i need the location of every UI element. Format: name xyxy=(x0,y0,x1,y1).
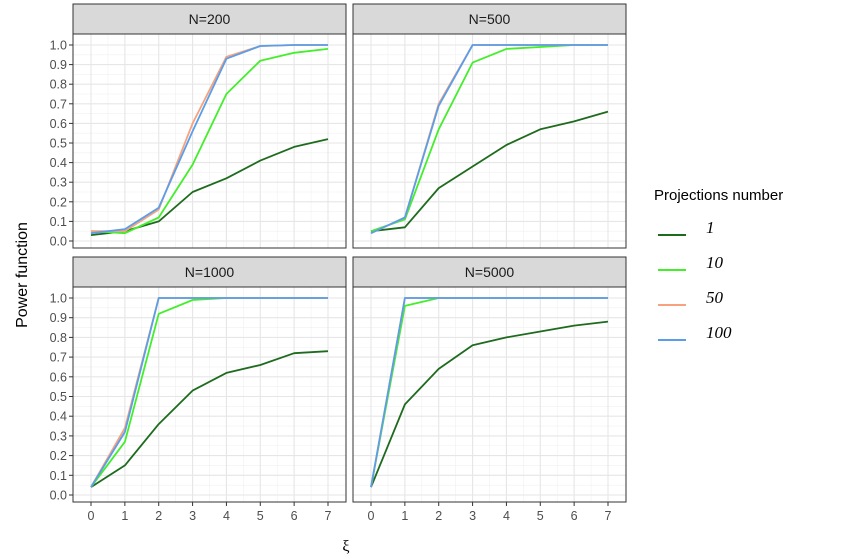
panel: N=5000 0 1 2 3 4 5 6 7 xyxy=(352,256,627,523)
facet-strip xyxy=(352,3,627,35)
legend: Projections number 1 10 50 100 xyxy=(654,187,783,342)
y-tick-label: 0.6 xyxy=(50,117,67,131)
x-axis-title: ξ xyxy=(342,538,349,555)
y-tick-label: 0.5 xyxy=(50,390,67,404)
facet-strip xyxy=(352,256,627,288)
panel-border xyxy=(72,286,347,503)
y-tick-label: 1.0 xyxy=(50,39,67,53)
y-tick-label: 0.9 xyxy=(50,58,67,72)
facet-strip-label: N=200 xyxy=(189,11,231,27)
y-tick-label: 0.2 xyxy=(50,195,67,209)
series-line-100 xyxy=(370,297,608,488)
legend-label: 10 xyxy=(706,253,724,272)
x-tick-label: 1 xyxy=(121,509,128,523)
y-tick-label: 0.6 xyxy=(50,370,67,384)
panel: N=1000 0.0 0.1 0.2 0.3 0.4 0.5 0.6 0.7 0.8 0.9 1.0 0… xyxy=(50,256,347,523)
y-tick-label: 1.0 xyxy=(50,292,67,306)
x-tick-label: 1 xyxy=(401,509,408,523)
y-tick-label: 0.8 xyxy=(50,78,67,92)
facet-strip-label: N=5000 xyxy=(465,264,515,280)
x-tick-label: 4 xyxy=(223,509,230,523)
series-line-1 xyxy=(370,110,609,233)
panel-border xyxy=(352,286,627,503)
y-tick-label: 0.7 xyxy=(50,97,67,111)
y-tick-label: 0.1 xyxy=(50,215,67,229)
panel-border xyxy=(72,33,347,249)
y-tick-label: 0.7 xyxy=(50,351,67,365)
legend-label: 1 xyxy=(706,218,715,237)
y-tick-label: 0.0 xyxy=(50,489,67,503)
y-tick-label: 0.8 xyxy=(50,331,67,345)
x-tick-label: 2 xyxy=(155,509,162,523)
x-tick-label: 5 xyxy=(257,509,264,523)
series-line-100 xyxy=(370,44,608,235)
x-tick-label: 3 xyxy=(469,509,476,523)
y-tick-label: 0.0 xyxy=(50,235,67,249)
x-tick-label: 7 xyxy=(325,509,332,523)
x-tick-label: 7 xyxy=(605,509,612,523)
x-tick-label: 4 xyxy=(503,509,510,523)
series-line-1 xyxy=(90,350,329,488)
x-tick-label: 6 xyxy=(291,509,298,523)
y-tick-label: 0.4 xyxy=(50,410,67,424)
series-line-100 xyxy=(90,297,328,488)
y-tick-label: 0.4 xyxy=(50,156,67,170)
panel-border xyxy=(352,33,627,249)
series-line-10 xyxy=(90,48,329,235)
facet-strip-label: N=500 xyxy=(469,11,511,27)
facet-panels: N=2000.00.10.20.30.40.50.60.70.80.91.0N=… xyxy=(50,3,627,523)
facet-strip xyxy=(72,3,347,35)
legend-entries: 1 10 50 100 xyxy=(658,218,732,342)
legend-title: Projections number xyxy=(654,187,783,204)
y-tick-label: 0.9 xyxy=(50,311,67,325)
series-line-100 xyxy=(90,44,328,235)
facet-strip xyxy=(72,256,347,288)
x-tick-label: 6 xyxy=(571,509,578,523)
series-line-1 xyxy=(90,138,329,236)
y-tick-label: 0.5 xyxy=(50,137,67,151)
y-tick-label: 0.2 xyxy=(50,449,67,463)
x-tick-label: 5 xyxy=(537,509,544,523)
y-tick-label: 0.3 xyxy=(50,429,67,443)
facet-strip-label: N=1000 xyxy=(185,264,235,280)
y-tick-label: 0.3 xyxy=(50,176,67,190)
y-axis-title: Power function xyxy=(14,222,31,328)
y-tick-label: 0.1 xyxy=(50,469,67,483)
series-line-1 xyxy=(370,320,609,488)
x-tick-label: 0 xyxy=(88,509,95,523)
panel: N=500 xyxy=(352,3,627,249)
x-tick-label: 3 xyxy=(189,509,196,523)
legend-label: 100 xyxy=(706,323,732,342)
x-tick-label: 2 xyxy=(435,509,442,523)
x-tick-label: 0 xyxy=(368,509,375,523)
legend-label: 50 xyxy=(706,288,724,307)
panel: N=200 0.0 0.1 0.2 0.3 0.4 0.5 0.6 0.7 0.8 0.9 1.0 xyxy=(50,3,347,249)
